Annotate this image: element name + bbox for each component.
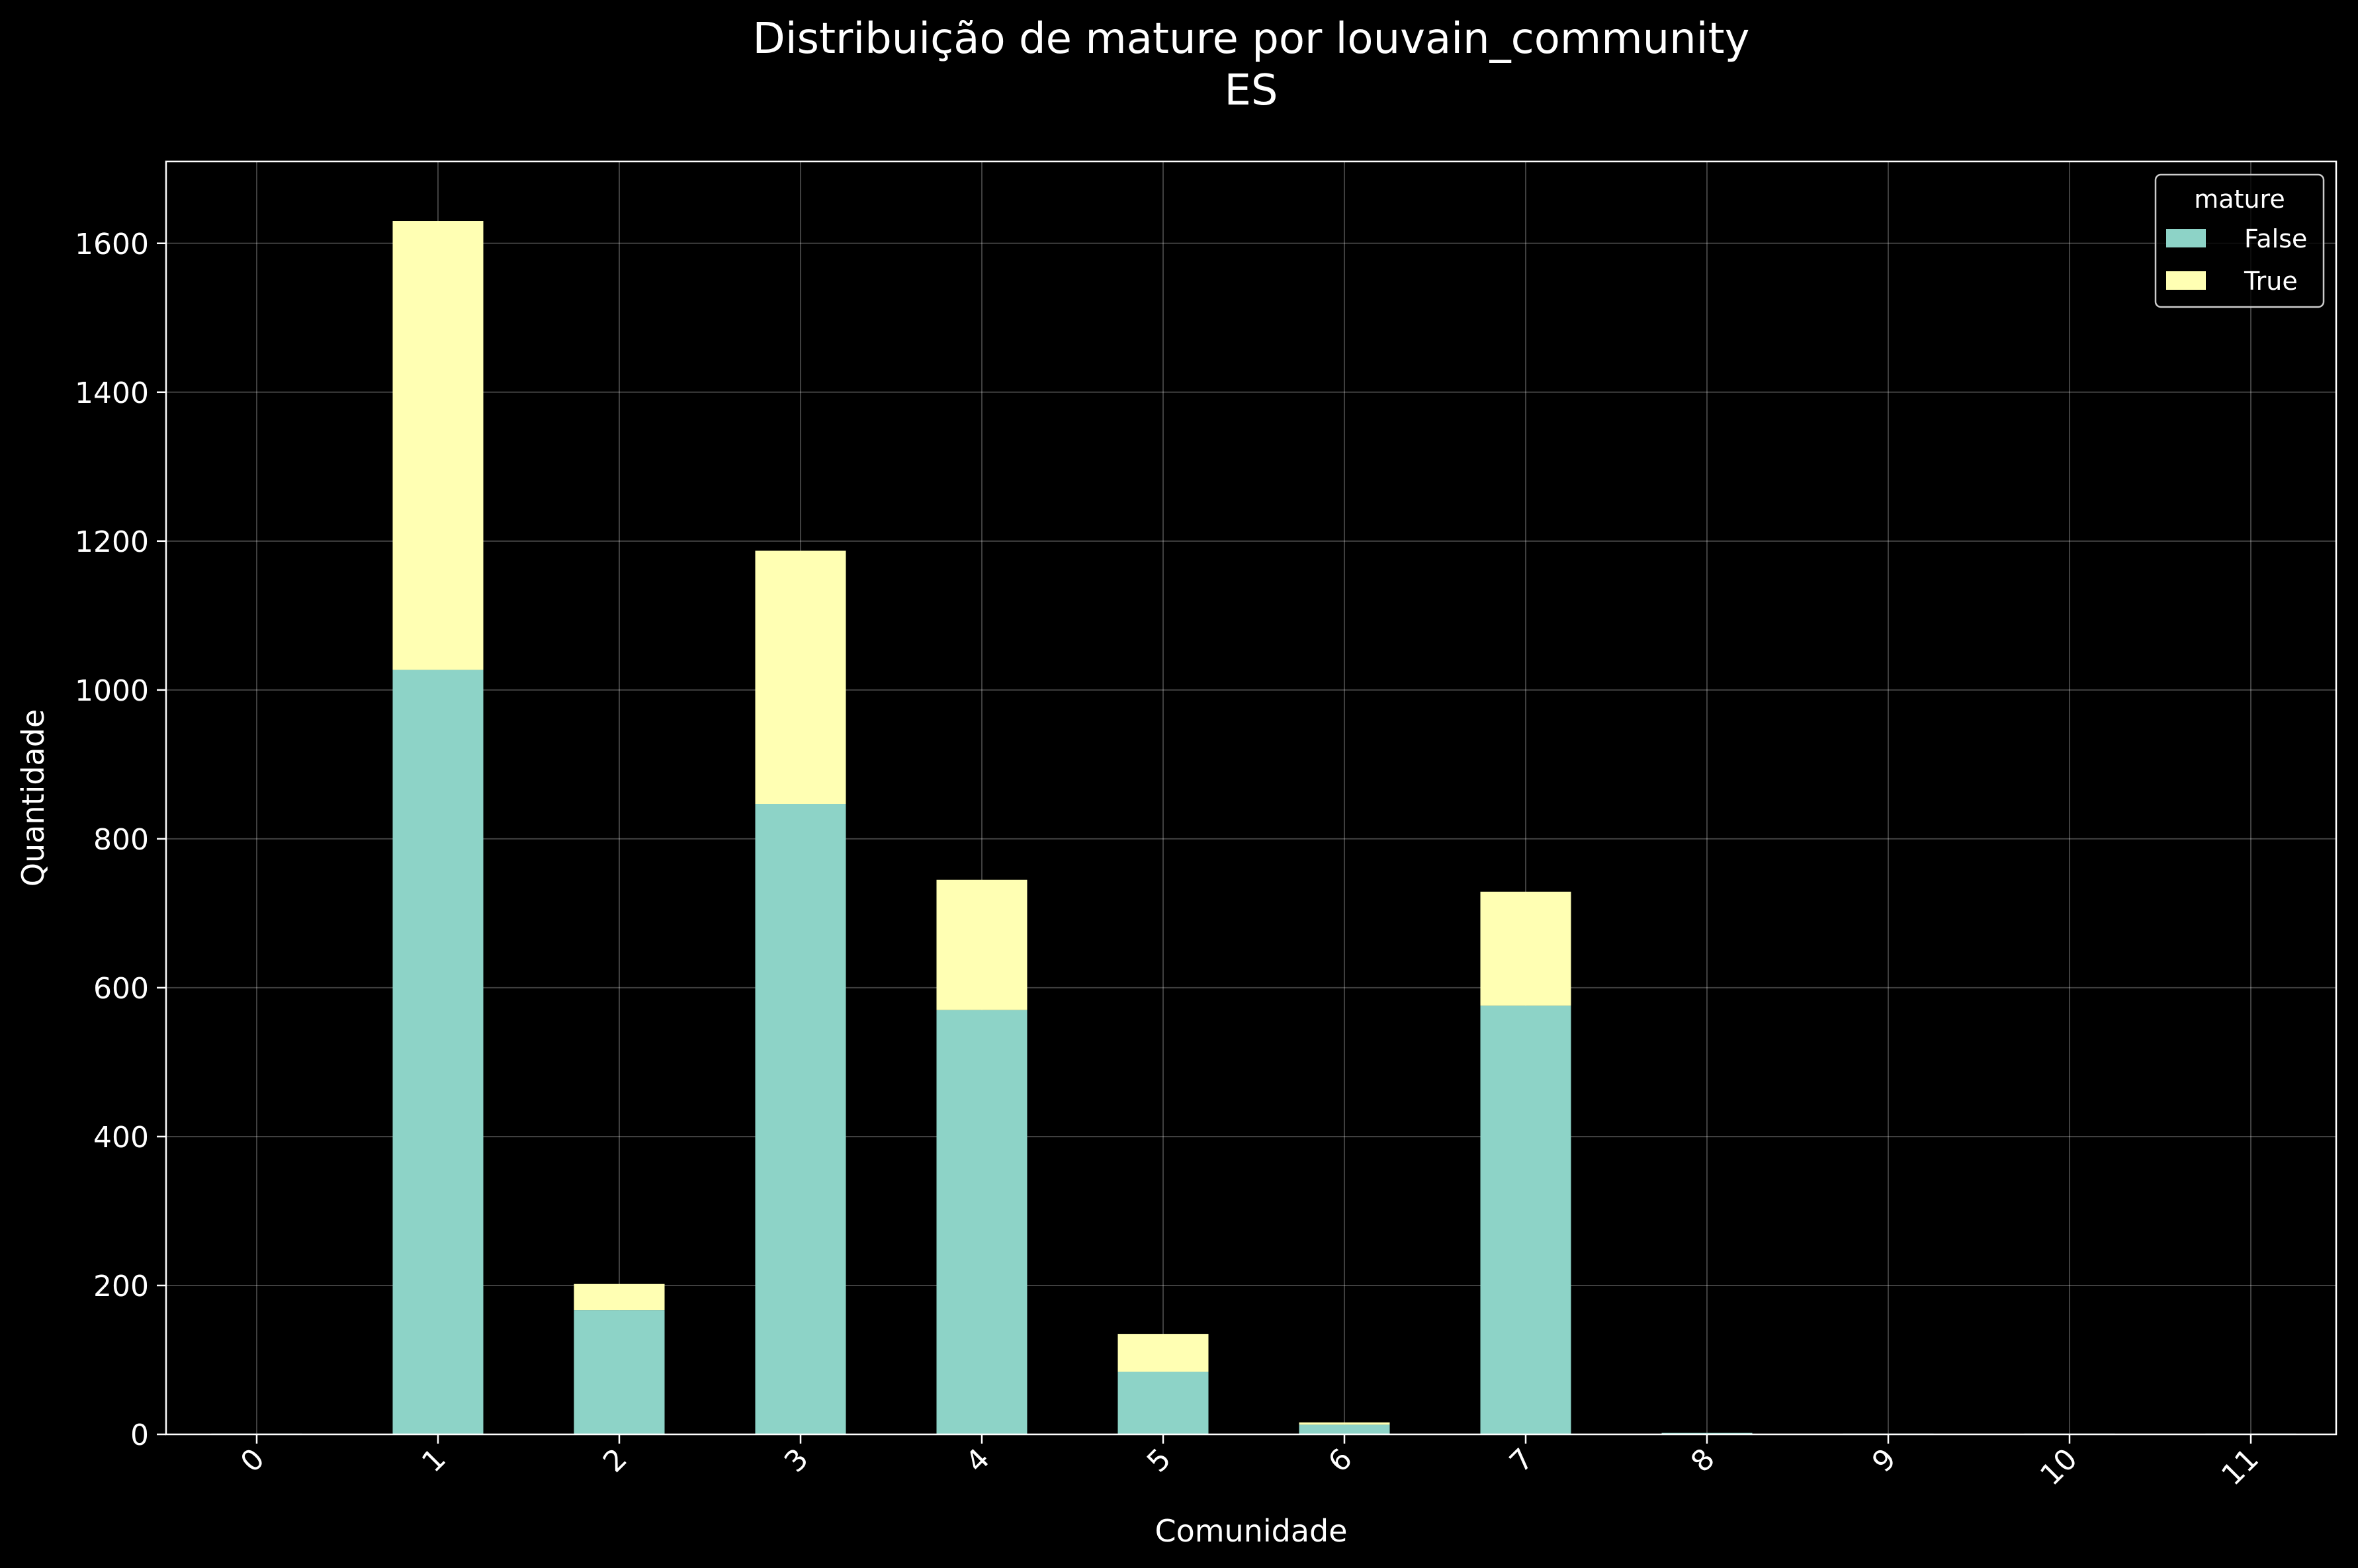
y-tick-label: 800 bbox=[93, 823, 149, 857]
legend-label-true: True bbox=[2244, 267, 2298, 296]
bar-false-community-6 bbox=[1299, 1424, 1390, 1434]
y-axis-label: Quantidade bbox=[15, 709, 51, 887]
bar-true-community-7 bbox=[1480, 891, 1571, 1006]
bar-true-community-6 bbox=[1299, 1422, 1390, 1425]
y-tick-label: 1400 bbox=[75, 376, 149, 410]
y-tick-label: 600 bbox=[93, 972, 149, 1006]
bar-false-community-3 bbox=[755, 804, 846, 1434]
y-tick-label: 1600 bbox=[75, 228, 149, 261]
legend-label-false: False bbox=[2244, 224, 2307, 253]
y-tick-label: 1200 bbox=[75, 525, 149, 559]
chart-title: Distribuição de mature por louvain_commu… bbox=[753, 15, 1750, 64]
bars-layer bbox=[211, 221, 2296, 1434]
y-tick-label: 0 bbox=[130, 1418, 149, 1452]
legend-title: mature bbox=[2194, 185, 2285, 214]
y-tick-label: 200 bbox=[93, 1270, 149, 1303]
legend-swatch-false bbox=[2166, 229, 2206, 247]
legend-swatch-true bbox=[2166, 271, 2206, 290]
plot-frame bbox=[165, 160, 2337, 1436]
bar-true-community-3 bbox=[755, 550, 846, 805]
bar-false-community-1 bbox=[392, 670, 484, 1434]
x-axis-label: Comunidade bbox=[1155, 1513, 1347, 1549]
bar-false-community-5 bbox=[1117, 1372, 1209, 1434]
bar-true-community-4 bbox=[936, 879, 1027, 1010]
y-tick-label: 1000 bbox=[75, 674, 149, 708]
y-tick-label: 400 bbox=[93, 1121, 149, 1154]
bar-false-community-2 bbox=[574, 1310, 665, 1434]
legend: mature False True bbox=[2154, 173, 2325, 308]
bar-false-community-4 bbox=[936, 1010, 1027, 1434]
bar-false-community-7 bbox=[1480, 1005, 1571, 1434]
chart-subtitle: ES bbox=[1224, 66, 1278, 115]
bar-true-community-2 bbox=[574, 1284, 665, 1311]
bar-true-community-5 bbox=[1117, 1334, 1209, 1372]
bar-true-community-1 bbox=[392, 221, 484, 670]
